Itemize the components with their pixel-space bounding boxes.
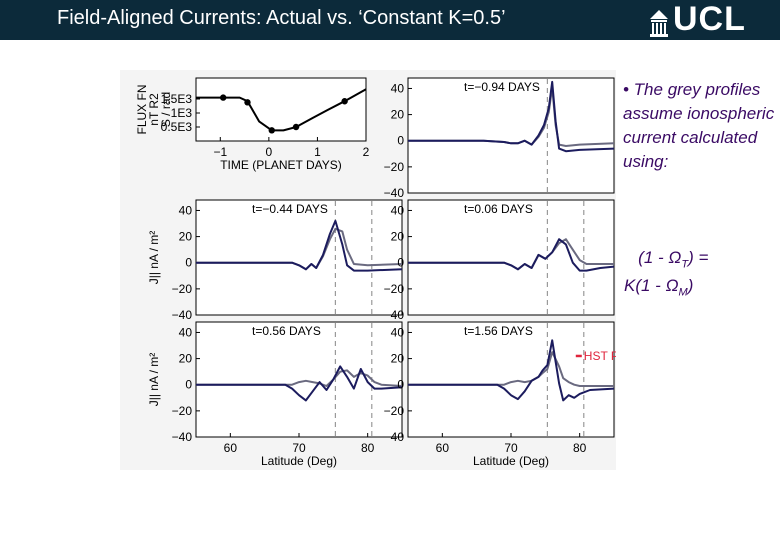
y-tick-label: −20 xyxy=(172,404,193,418)
flux-ylabel-line-3: S / rad xyxy=(159,92,173,127)
latitude-x-axis-label: Latitude (Deg) xyxy=(473,454,549,468)
y-tick-label: 40 xyxy=(391,203,405,217)
formula-omega-m: Ω xyxy=(665,276,679,296)
formula-left-open: (1 - xyxy=(638,248,664,267)
x-tick-label: 0 xyxy=(266,145,273,159)
panel-frame-1 xyxy=(407,77,615,194)
y-tick-label: −40 xyxy=(172,430,193,444)
panel-frame-2 xyxy=(195,199,403,316)
flux-marker-point xyxy=(341,98,348,105)
panel-time-label: t=−0.44 DAYS xyxy=(252,202,328,216)
y-tick-label: 40 xyxy=(391,81,405,95)
x-tick-label: 80 xyxy=(573,441,587,455)
flux-x-axis-label: TIME (PLANET DAYS) xyxy=(220,158,342,172)
slide-header: Field-Aligned Currents: Actual vs. ‘Cons… xyxy=(0,0,780,40)
panel-frame-5 xyxy=(407,321,615,438)
panel-time-label: t=0.56 DAYS xyxy=(252,324,321,338)
flux-ylabel-line-1: FLUX FN xyxy=(135,84,149,134)
x-tick-label: 70 xyxy=(292,441,306,455)
panel-time-label: t=1.56 DAYS xyxy=(464,324,533,338)
current-y-axis-label: J|| nA / m² xyxy=(147,231,161,285)
actual-current-line xyxy=(408,339,615,402)
flux-ylabel-line-2: nT R2 xyxy=(147,93,161,126)
hst-pixel-label: HST Pixel xyxy=(584,349,616,363)
formula-line-1: (1 - ΩT) = xyxy=(624,247,779,275)
bullet-text: • The grey profiles assume ionospheric c… xyxy=(623,80,775,171)
y-tick-label: 40 xyxy=(391,325,405,339)
y-tick-label: −40 xyxy=(384,430,405,444)
x-tick-label: 70 xyxy=(504,441,518,455)
actual-current-line xyxy=(408,238,615,272)
current-ylabel-text: J|| nA / m² xyxy=(147,353,161,407)
x-tick-label: −1 xyxy=(213,145,227,159)
y-tick-label: 20 xyxy=(391,352,405,366)
y-tick-label: 1.5E3 xyxy=(161,92,193,106)
x-tick-label: 60 xyxy=(436,441,450,455)
formula-left-close: ) = xyxy=(688,248,709,267)
formula-sub-t: T xyxy=(681,258,689,271)
flux-marker-point xyxy=(220,94,227,101)
y-tick-label: 1E3 xyxy=(171,106,193,120)
panel-time-label: t=0.06 DAYS xyxy=(464,202,533,216)
y-tick-label: −20 xyxy=(172,282,193,296)
x-tick-label: 2 xyxy=(363,145,370,159)
x-tick-label: 60 xyxy=(224,441,238,455)
ucl-logo-text: UCL xyxy=(673,0,746,38)
y-tick-label: 20 xyxy=(391,230,405,244)
y-tick-label: 0.5E3 xyxy=(161,120,193,134)
x-tick-label: 80 xyxy=(361,441,375,455)
current-y-axis-label: J|| nA / m² xyxy=(147,353,161,407)
y-tick-label: 0 xyxy=(397,256,404,270)
flux-marker-point xyxy=(292,123,300,131)
ucl-logo: UCL xyxy=(650,0,765,38)
formula: (1 - ΩT) = K(1 - ΩM) xyxy=(624,247,779,304)
constant-k-current-line xyxy=(408,351,614,387)
formula-right-open: K(1 - xyxy=(624,276,661,296)
current-ylabel-text: J|| nA / m² xyxy=(147,231,161,285)
slide-title: Field-Aligned Currents: Actual vs. ‘Cons… xyxy=(57,7,506,29)
y-tick-label: 20 xyxy=(391,108,405,122)
y-tick-label: 0 xyxy=(185,256,192,270)
actual-current-line xyxy=(196,219,403,272)
y-tick-label: −20 xyxy=(384,160,405,174)
x-tick-label: 1 xyxy=(314,145,321,159)
y-tick-label: 40 xyxy=(179,325,193,339)
formula-omega-t: Ω xyxy=(668,248,682,267)
y-tick-label: −20 xyxy=(384,282,405,296)
y-tick-label: 20 xyxy=(179,230,193,244)
formula-right-close: ) xyxy=(687,276,694,296)
y-tick-label: −40 xyxy=(384,186,405,200)
formula-sub-m: M xyxy=(678,286,688,299)
y-tick-label: 0 xyxy=(397,134,404,148)
flux-marker-point xyxy=(244,99,251,106)
y-tick-label: 40 xyxy=(179,203,193,217)
y-tick-label: −40 xyxy=(172,308,193,322)
latitude-x-axis-label: Latitude (Deg) xyxy=(261,454,337,468)
y-tick-label: −40 xyxy=(384,308,405,322)
actual-current-line xyxy=(196,365,403,402)
portico-icon xyxy=(650,10,668,37)
panel-frame-0 xyxy=(195,77,367,142)
y-tick-label: 0 xyxy=(397,378,404,392)
actual-current-line xyxy=(408,80,615,153)
y-tick-label: 0 xyxy=(185,378,192,392)
fac-figure: 0.5E3 1E3 1.5E3 −1 0 1 2 TIME (PLANET DAYS) FLUX… xyxy=(120,70,637,470)
flux-marker-point xyxy=(268,127,275,134)
y-tick-label: −20 xyxy=(384,404,405,418)
panel-time-label: t=−0.94 DAYS xyxy=(464,80,540,94)
formula-line-2: K(1 - ΩM) xyxy=(624,275,779,303)
flux-line xyxy=(196,88,367,132)
y-tick-label: 20 xyxy=(179,352,193,366)
panel-frame-4 xyxy=(195,321,403,438)
panel-frame-3 xyxy=(407,199,615,316)
